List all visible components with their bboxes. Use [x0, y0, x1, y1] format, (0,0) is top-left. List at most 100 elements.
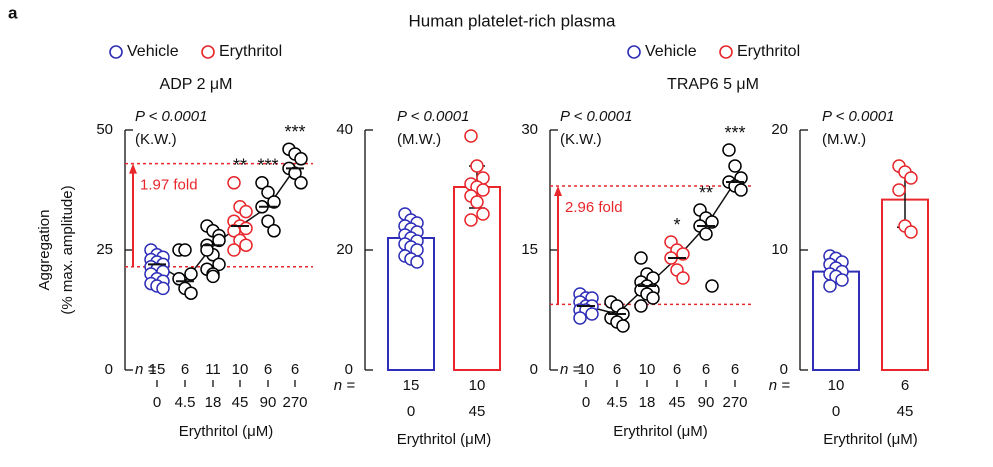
n-value: 10	[232, 361, 249, 378]
data-point	[239, 221, 253, 236]
n-value: 6	[731, 361, 739, 378]
data-point	[476, 183, 490, 197]
y-tick-label: 50	[96, 121, 113, 138]
legend-label: Erythritol	[737, 43, 800, 60]
test-label: (K.W.)	[135, 131, 177, 148]
y-tick-label: 20	[771, 121, 788, 138]
data-point	[239, 238, 253, 252]
data-point	[699, 227, 713, 241]
significance: ***	[724, 123, 745, 143]
x-tick-label: 90	[260, 394, 277, 411]
data-point	[676, 271, 690, 285]
data-point	[634, 251, 648, 265]
test-label: (M.W.)	[397, 131, 441, 148]
data-point	[470, 159, 484, 173]
x-axis-label: Erythritol (μM)	[397, 431, 491, 448]
data-point	[206, 269, 220, 284]
data-point	[835, 273, 849, 287]
data-point	[573, 311, 587, 325]
figure-title: Human platelet-rich plasma	[409, 11, 616, 30]
n-value: 15	[149, 361, 166, 378]
subtitle: TRAP6 5 μM	[667, 76, 759, 93]
x-tick-label: 18	[639, 394, 656, 411]
x-axis-label: Erythritol (μM)	[613, 423, 707, 440]
data-point	[267, 195, 281, 209]
fold-label: 1.97 fold	[140, 177, 198, 194]
x-tick-label: 0	[407, 403, 415, 420]
n-label: n =	[334, 377, 356, 394]
x-axis-label: Erythritol (μM)	[179, 423, 273, 440]
x-tick-label: 0	[153, 394, 161, 411]
n-value: 6	[901, 377, 909, 394]
data-point	[255, 176, 269, 190]
x-tick-label: 4.5	[175, 394, 196, 411]
y-tick-label: 0	[780, 361, 788, 378]
x-tick-label: 45	[669, 394, 686, 411]
data-point	[184, 267, 198, 281]
fold-label: 2.96 fold	[565, 199, 623, 216]
legend-marker	[719, 45, 733, 59]
data-point	[212, 257, 226, 272]
data-point	[184, 286, 198, 300]
data-point	[705, 279, 719, 293]
legend-marker	[627, 45, 641, 59]
data-point	[634, 299, 648, 313]
n-value: 6	[291, 361, 299, 378]
data-point	[722, 143, 736, 157]
n-value: 6	[181, 361, 189, 378]
y-tick-label: 15	[521, 241, 538, 258]
data-point	[239, 204, 253, 219]
significance: ***	[284, 122, 305, 142]
data-point	[728, 159, 742, 173]
y-axis-label: (% max. amplitude)	[59, 185, 76, 314]
data-point	[267, 224, 281, 238]
n-value: 11	[205, 361, 221, 378]
y-tick-label: 0	[530, 361, 538, 378]
test-label: (K.W.)	[560, 131, 602, 148]
n-label: n =	[560, 361, 582, 378]
significance: *	[673, 215, 680, 235]
data-point	[156, 281, 170, 296]
n-value: 6	[702, 361, 710, 378]
data-point	[734, 183, 748, 197]
legend-label: Vehicle	[127, 43, 179, 60]
data-point	[178, 243, 192, 257]
fold-arrowhead	[129, 163, 137, 174]
n-value: 6	[613, 361, 621, 378]
x-tick-label: 45	[469, 403, 486, 420]
test-label: (M.W.)	[822, 131, 866, 148]
x-tick-label: 45	[232, 394, 249, 411]
x-tick-label: 90	[698, 394, 715, 411]
data-point	[476, 207, 490, 221]
fold-arrowhead	[554, 186, 562, 196]
x-tick-label: 270	[282, 394, 307, 411]
y-axis-label: Aggregation	[36, 210, 53, 291]
legend-marker	[109, 45, 123, 59]
data-point	[227, 176, 241, 190]
y-tick-label: 0	[105, 361, 113, 378]
legend-label: Vehicle	[645, 43, 697, 60]
data-point	[227, 224, 241, 238]
x-tick-label: 45	[897, 403, 914, 420]
x-tick-label: 0	[582, 394, 590, 411]
x-axis-label: Erythritol (μM)	[823, 431, 917, 448]
panel-label: a	[8, 3, 18, 22]
x-tick-label: 4.5	[607, 394, 628, 411]
legend-label: Erythritol	[219, 43, 282, 60]
data-point	[410, 255, 424, 269]
n-value: 10	[578, 361, 595, 378]
subtitle: ADP 2 μM	[160, 76, 233, 93]
data-point	[470, 195, 484, 209]
data-point	[646, 291, 660, 305]
y-tick-label: 30	[521, 121, 538, 138]
significance: **	[699, 183, 713, 203]
n-label: n =	[135, 361, 157, 378]
data-point	[464, 213, 478, 227]
data-point	[823, 279, 837, 293]
stat-label: P < 0.0001	[397, 108, 469, 125]
data-point	[904, 225, 918, 239]
stat-label: P < 0.0001	[560, 108, 632, 125]
data-point	[261, 185, 275, 200]
n-value: 10	[469, 377, 486, 394]
